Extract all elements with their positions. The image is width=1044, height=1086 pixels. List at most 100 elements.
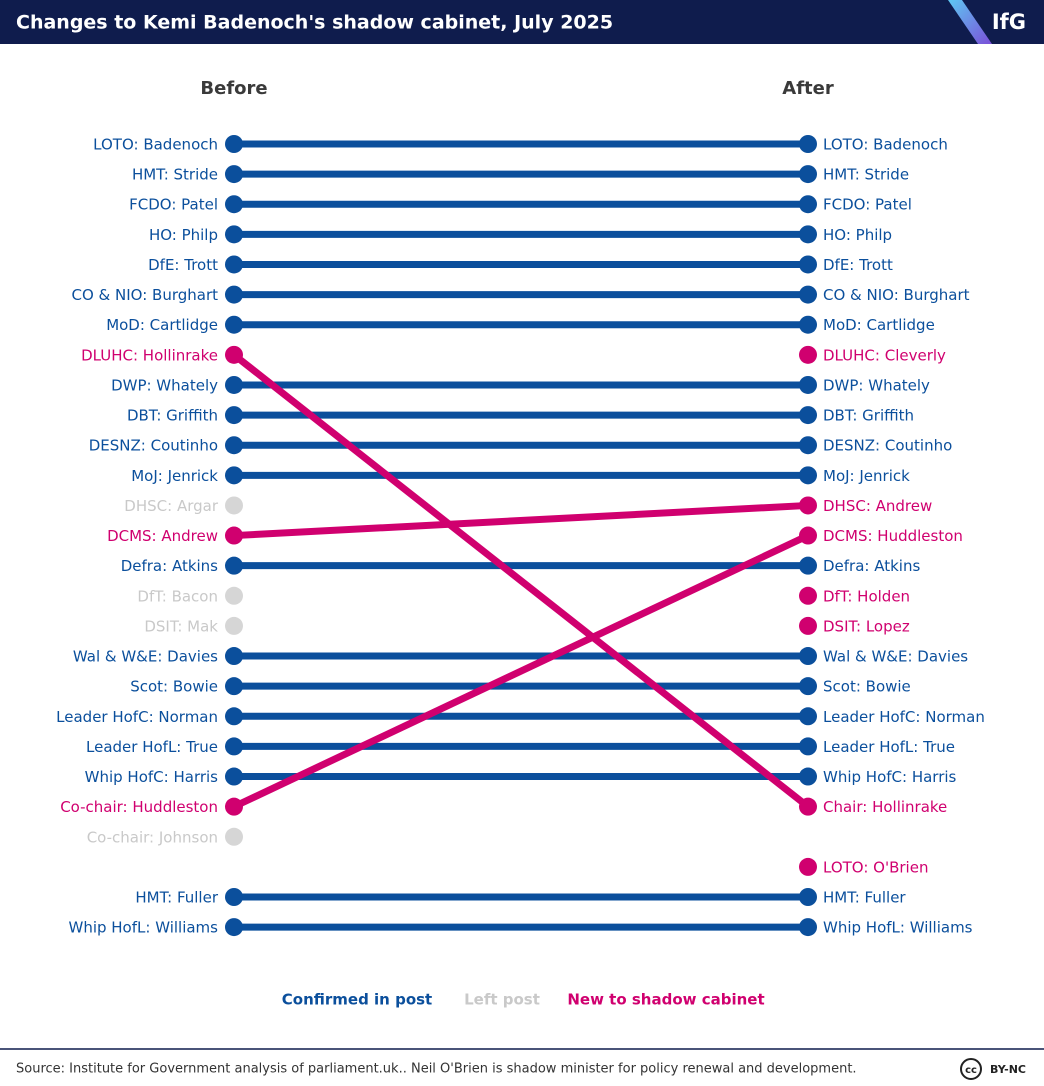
link [231, 352, 811, 810]
node-label: DfE: Trott [148, 256, 218, 274]
node [799, 345, 817, 364]
node-label: Leader HofL: True [86, 738, 218, 756]
node [799, 285, 817, 304]
node-label: LOTO: Badenoch [823, 136, 948, 154]
node [225, 677, 243, 696]
node [799, 586, 817, 605]
title: Changes to Kemi Badenoch's shadow cabine… [16, 12, 613, 34]
node-label: DCMS: Andrew [107, 527, 218, 545]
node-label: Whip HofL: Williams [823, 919, 973, 937]
node [225, 767, 243, 786]
node-label: FCDO: Patel [823, 196, 912, 214]
node [225, 225, 243, 244]
node-label: DESNZ: Coutinho [823, 437, 952, 455]
node-label: HMT: Stride [132, 166, 218, 184]
node [799, 677, 817, 696]
node-label: CO & NIO: Burghart [823, 286, 970, 304]
node [225, 496, 243, 515]
node-label: DfT: Holden [823, 587, 910, 605]
node-label: FCDO: Patel [129, 196, 218, 214]
node-label: Defra: Atkins [121, 557, 218, 575]
legend-label: Left post [464, 991, 540, 1009]
node [225, 195, 243, 214]
legend-label: New to shadow cabinet [567, 991, 764, 1009]
node [799, 616, 817, 635]
node [799, 556, 817, 575]
node [225, 888, 243, 906]
node [799, 255, 817, 274]
logo-slash [948, 0, 992, 44]
legend-label: Confirmed in post [282, 991, 432, 1009]
column-header: After [782, 78, 834, 99]
node-label: MoD: Cartlidge [106, 316, 218, 334]
node [799, 375, 817, 394]
node [225, 406, 243, 425]
node [799, 737, 817, 756]
node [799, 466, 817, 485]
node [225, 797, 243, 816]
node-label: DLUHC: Cleverly [823, 346, 946, 364]
node-label: DfE: Trott [823, 256, 893, 274]
node [799, 225, 817, 244]
node [799, 195, 817, 214]
node [225, 918, 243, 937]
node [225, 255, 243, 274]
link [233, 501, 809, 540]
node-label: Whip HofC: Harris [85, 768, 219, 786]
node [225, 586, 243, 605]
node-label: CO & NIO: Burghart [72, 286, 219, 304]
node-label: DBT: Griffith [127, 407, 218, 425]
node-label: DSIT: Mak [144, 617, 218, 635]
node-label: Leader HofL: True [823, 738, 955, 756]
source: Source: Institute for Government analysi… [16, 1062, 857, 1077]
node-label: DESNZ: Coutinho [89, 437, 218, 455]
license-icon-ring [960, 1058, 982, 1080]
logo: IfG [992, 10, 1026, 34]
node-label: HMT: Fuller [135, 889, 218, 907]
node [799, 406, 817, 425]
node [225, 466, 243, 485]
node [225, 827, 243, 846]
node [799, 797, 817, 816]
node [225, 375, 243, 394]
node-label: Scot: Bowie [823, 678, 911, 696]
node [799, 315, 817, 334]
node-label: LOTO: Badenoch [93, 136, 218, 154]
node [225, 315, 243, 334]
node-label: Defra: Atkins [823, 557, 920, 575]
node [225, 616, 243, 635]
node [799, 767, 817, 786]
node-label: Leader HofC: Norman [56, 708, 218, 726]
node-label: DHSC: Argar [124, 497, 219, 515]
node-label: Leader HofC: Norman [823, 708, 985, 726]
node-label: DSIT: Lopez [823, 617, 910, 635]
node [225, 135, 243, 153]
node [799, 857, 817, 876]
node-label: DWP: Whately [823, 376, 930, 394]
node-label: Wal & W&E: Davies [73, 648, 218, 666]
node [225, 556, 243, 575]
node [225, 526, 243, 545]
node-label: DfT: Bacon [137, 587, 218, 605]
node-label: MoJ: Jenrick [823, 467, 910, 485]
node-label: LOTO: O'Brien [823, 858, 928, 876]
links [231, 140, 811, 931]
legend: Confirmed in post Left post New to shadow … [282, 991, 765, 1009]
node [799, 888, 817, 906]
license-icon: cc [965, 1065, 977, 1076]
node-label: Whip HofC: Harris [823, 768, 957, 786]
node [799, 135, 817, 153]
column-header: Before [200, 78, 267, 99]
header-bar [0, 0, 1044, 44]
node [799, 436, 817, 455]
node-label: HMT: Stride [823, 166, 909, 184]
node-label: HMT: Fuller [823, 889, 906, 907]
node [799, 526, 817, 545]
nodes: LOTO: Badenoch HMT: Stride FCDO: Patel HO: … [56, 135, 985, 937]
node-label: DBT: Griffith [823, 407, 914, 425]
node-label: Chair: Hollinrake [823, 798, 947, 816]
node [799, 707, 817, 726]
node-label: Wal & W&E: Davies [823, 648, 968, 666]
node-label: HO: Philp [149, 226, 218, 244]
